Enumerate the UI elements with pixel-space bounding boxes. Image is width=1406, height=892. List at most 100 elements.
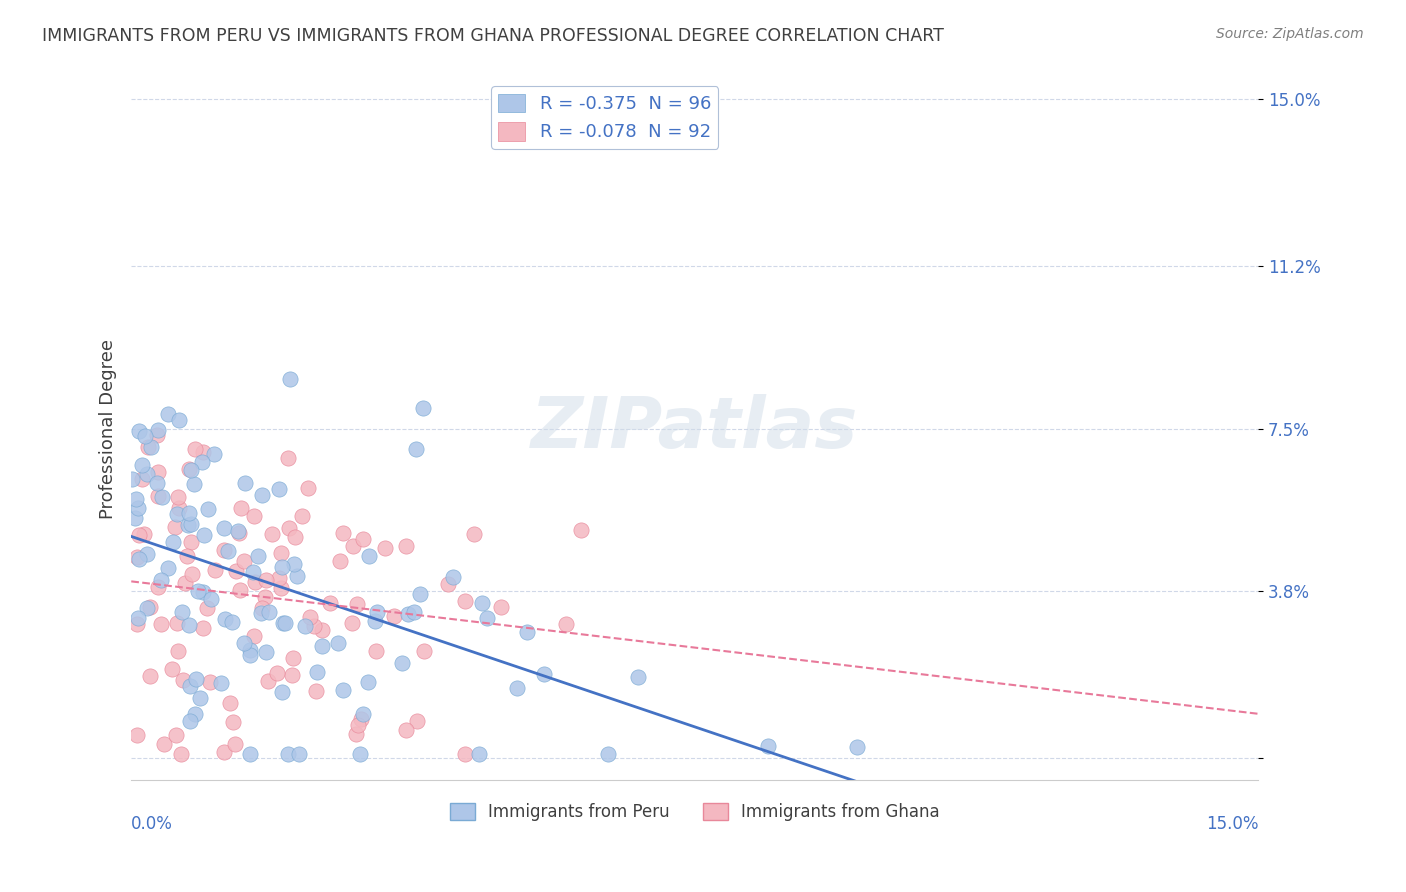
Immigrants from Peru [274,615,297,630]
Immigrants from Ghana [260,527,283,541]
Immigrants from Ghana [177,461,200,475]
Immigrants from Ghana [165,728,187,742]
Immigrants from Peru [214,612,236,626]
Immigrants from Ghana [252,601,274,615]
Immigrants from Peru [353,707,375,722]
Immigrants from Peru [177,518,200,533]
Immigrants from Ghana [454,593,477,607]
Immigrants from Peru [162,534,184,549]
Immigrants from Peru [270,685,292,699]
Immigrants from Peru [305,665,328,679]
Immigrants from Peru [239,643,262,657]
Immigrants from Ghana [139,599,162,614]
Immigrants from Ghana [152,737,174,751]
Immigrants from Peru [217,544,239,558]
Immigrants from Peru [396,607,419,622]
Immigrants from Ghana [134,526,156,541]
Immigrants from Peru [197,502,219,516]
Immigrants from Peru [328,635,350,649]
Immigrants from Ghana [167,643,190,657]
Immigrants from Peru [183,477,205,491]
Immigrants from Peru [283,557,305,571]
Immigrants from Ghana [394,723,416,737]
Immigrants from Ghana [146,428,169,442]
Immigrants from Peru [311,639,333,653]
Immigrants from Peru [167,413,190,427]
Immigrants from Ghana [225,564,247,578]
Immigrants from Ghana [232,554,254,568]
Immigrants from Peru [180,517,202,532]
Immigrants from Ghana [350,712,373,726]
Immigrants from Peru [134,428,156,442]
Immigrants from Ghana [224,737,246,751]
Immigrants from Peru [180,462,202,476]
Immigrants from Ghana [281,650,304,665]
Immigrants from Peru [226,524,249,539]
Immigrants from Ghana [281,668,304,682]
Immigrants from Peru [191,584,214,599]
Immigrants from Peru [127,610,149,624]
Immigrants from Ghana [463,527,485,541]
Immigrants from Ghana [554,617,576,632]
Immigrants from Ghana [277,450,299,465]
Immigrants from Ghana [149,617,172,632]
Immigrants from Ghana [489,600,512,615]
Immigrants from Peru [135,601,157,615]
Immigrants from Peru [277,747,299,761]
Immigrants from Peru [412,401,434,415]
Immigrants from Peru [271,616,294,631]
Immigrants from Ghana [184,442,207,456]
Immigrants from Ghana [342,539,364,553]
Immigrants from Ghana [218,696,240,710]
Immigrants from Peru [179,679,201,693]
Immigrants from Ghana [166,616,188,631]
Y-axis label: Professional Degree: Professional Degree [100,339,117,519]
Immigrants from Peru [166,507,188,521]
Immigrants from Peru [156,560,179,574]
Immigrants from Ghana [347,717,370,731]
Immigrants from Peru [471,596,494,610]
Immigrants from Ghana [297,481,319,495]
Immigrants from Ghana [148,581,170,595]
Immigrants from Peru [349,747,371,761]
Immigrants from Ghana [270,546,292,560]
Immigrants from Ghana [242,508,264,523]
Immigrants from Peru [627,670,650,684]
Immigrants from Peru [221,615,243,629]
Immigrants from Peru [246,549,269,563]
Immigrants from Ghana [298,609,321,624]
Text: 0.0%: 0.0% [131,815,173,833]
Immigrants from Ghana [131,472,153,486]
Immigrants from Peru [141,440,163,454]
Text: ZIPatlas: ZIPatlas [531,394,859,463]
Immigrants from Peru [278,372,301,386]
Immigrants from Peru [135,467,157,482]
Immigrants from Ghana [139,669,162,683]
Immigrants from Peru [846,739,869,754]
Immigrants from Peru [148,423,170,437]
Text: IMMIGRANTS FROM PERU VS IMMIGRANTS FROM GHANA PROFESSIONAL DEGREE CORRELATION CH: IMMIGRANTS FROM PERU VS IMMIGRANTS FROM … [42,27,943,45]
Immigrants from Ghana [125,617,148,632]
Immigrants from Ghana [405,714,427,728]
Immigrants from Peru [257,605,280,619]
Immigrants from Ghana [269,571,291,585]
Immigrants from Peru [391,656,413,670]
Immigrants from Ghana [453,747,475,761]
Immigrants from Peru [270,560,292,574]
Immigrants from Ghana [257,674,280,689]
Immigrants from Peru [598,747,620,761]
Immigrants from Ghana [146,465,169,479]
Immigrants from Peru [441,570,464,584]
Immigrants from Ghana [204,563,226,577]
Immigrants from Ghana [191,621,214,635]
Immigrants from Ghana [125,549,148,564]
Immigrants from Ghana [138,440,160,454]
Immigrants from Peru [505,681,527,696]
Legend: Immigrants from Peru, Immigrants from Ghana: Immigrants from Peru, Immigrants from Gh… [443,797,946,828]
Immigrants from Ghana [278,520,301,534]
Immigrants from Peru [254,645,277,659]
Immigrants from Peru [409,587,432,601]
Immigrants from Ghana [305,683,328,698]
Immigrants from Peru [124,491,146,506]
Immigrants from Ghana [229,500,252,515]
